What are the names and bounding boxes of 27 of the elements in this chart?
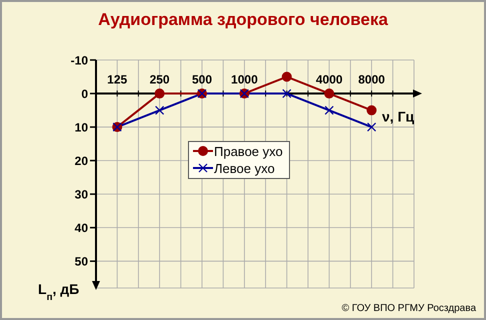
point (324, 106, 334, 115)
y-tick-label: 30 (74, 187, 88, 202)
x-tick-label: 4000 (316, 72, 343, 87)
y-tick-label: 20 (74, 154, 88, 168)
x-tick-label: 1000 (231, 72, 258, 87)
point (324, 88, 334, 99)
point (282, 72, 292, 82)
y-tick-label: -10 (70, 53, 88, 68)
x-tick-label: 8000 (358, 72, 386, 87)
y-tick-label: 50 (74, 254, 88, 268)
y-axis-title: L$_{п}$, дБ (38, 281, 80, 302)
point (155, 106, 164, 115)
x-tick-label: 125 (107, 72, 128, 87)
y-tick-label: 40 (74, 220, 88, 235)
y-tick-label: 10 (74, 120, 88, 134)
x-tick-label: 500 (192, 72, 212, 87)
x-tick-label: 250 (150, 72, 170, 87)
point (367, 122, 376, 132)
x-axis-title: ν, Гц (382, 108, 414, 125)
legend-label: Правое ухо (214, 142, 283, 160)
chart-title: Аудиограмма здорового человека (97, 10, 389, 30)
point (154, 88, 165, 99)
y-tick-label: 0 (81, 86, 88, 101)
legend-label: Левое ухо (214, 160, 275, 177)
point (366, 105, 377, 116)
point (282, 88, 292, 98)
text: © ГОУ ВПО РГМУ Росздрава (342, 303, 476, 314)
